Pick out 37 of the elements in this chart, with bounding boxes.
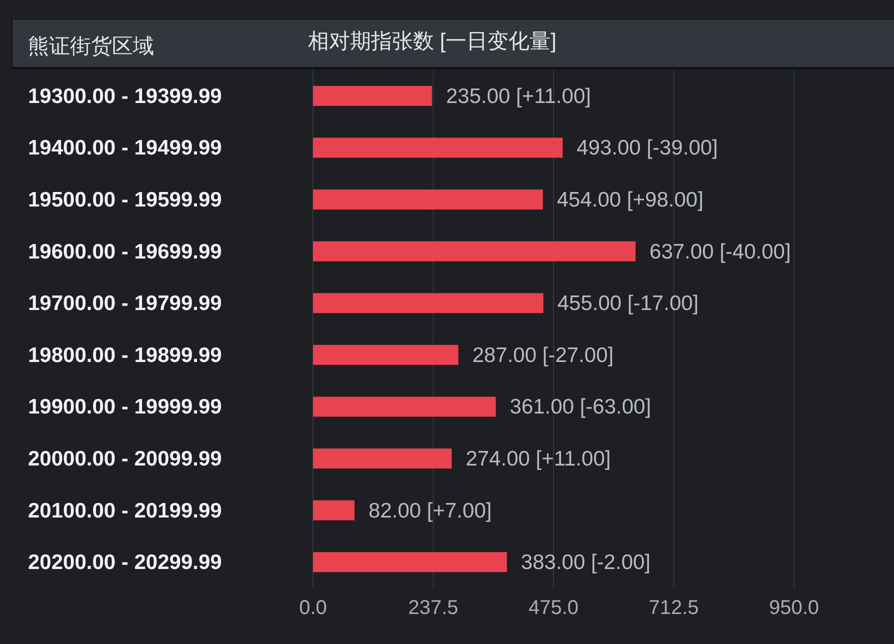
y-tick-label: 20000.00 - 20099.99 (28, 448, 222, 470)
y-tick-label: 19500.00 - 19599.99 (28, 188, 222, 212)
y-tick-label: 19300.00 - 19399.99 (28, 84, 222, 108)
bar (313, 190, 543, 210)
data-label: 455.00 [-17.00] (557, 292, 699, 316)
data-label: 454.00 [+98.00] (556, 188, 704, 212)
x-tick-label: 0.0 (299, 597, 327, 619)
data-label: 82.00 [+7.00] (368, 499, 492, 522)
data-label: 235.00 [+11.00] (446, 84, 591, 108)
bar (313, 396, 496, 417)
y-tick-label: 20200.00 - 20299.99 (28, 551, 222, 574)
y-axis-title: 熊证街货区域 (28, 35, 154, 58)
x-tick-label: 475.0 (528, 597, 579, 619)
bar (313, 138, 563, 158)
y-tick-label: 19900.00 - 19999.99 (28, 396, 222, 419)
y-tick-label: 19700.00 - 19799.99 (28, 292, 222, 316)
y-tick-label: 19800.00 - 19899.99 (28, 344, 222, 367)
bar (313, 293, 544, 314)
data-label: 361.00 [-63.00] (510, 396, 652, 419)
y-tick-label: 19400.00 - 19499.99 (28, 136, 222, 160)
x-tick-label: 950.0 (768, 597, 820, 619)
data-label: 274.00 [+11.00] (466, 448, 611, 470)
y-tick-label: 20100.00 - 20199.99 (28, 499, 222, 522)
bar (313, 552, 507, 572)
bar (313, 344, 458, 365)
bar (313, 500, 355, 520)
data-label: 493.00 [-39.00] (576, 136, 718, 160)
data-label: 637.00 [-40.00] (650, 240, 791, 264)
data-label: 287.00 [-27.00] (472, 344, 614, 367)
chart-title: 相对期指张数 [一日变化量] (308, 30, 557, 53)
x-tick-label: 712.5 (648, 597, 699, 619)
bar (313, 86, 432, 106)
bar (313, 448, 452, 468)
bar (313, 241, 636, 262)
data-label: 383.00 [-2.00] (520, 551, 651, 574)
y-tick-label: 19600.00 - 19699.99 (28, 240, 222, 264)
x-tick-label: 237.5 (408, 597, 458, 619)
